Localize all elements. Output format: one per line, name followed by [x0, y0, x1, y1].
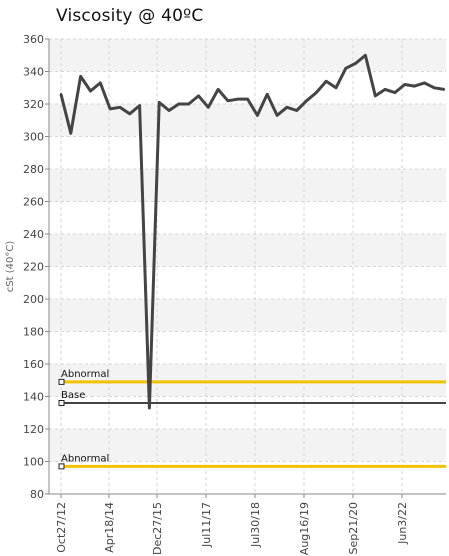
x-tick-label: Jul11/17	[200, 502, 213, 548]
tick-labels: 80 100 120 140 160 180 200 220 240 260 280 300 320 34…	[5, 33, 409, 555]
data-point	[118, 106, 122, 109]
axes	[45, 38, 446, 498]
series-line	[59, 53, 445, 410]
y-tick-label: 180	[23, 326, 44, 339]
y-tick-label: 200	[23, 293, 44, 306]
reference-marker	[58, 378, 65, 385]
x-tick-label: Sep21/20	[347, 502, 360, 554]
data-point	[354, 62, 357, 65]
plot-band	[49, 39, 446, 72]
data-point	[138, 104, 141, 107]
data-point	[108, 107, 112, 111]
data-point	[315, 91, 318, 94]
x-tick-label: Dec27/15	[151, 502, 164, 555]
x-tick-label: Oct27/12	[55, 502, 68, 553]
data-point	[295, 109, 298, 112]
data-point	[324, 80, 328, 83]
data-point	[187, 102, 190, 106]
chart-title: Viscosity @ 40ºC	[56, 6, 204, 26]
reference-lines: Abnormal Base Abnormal	[58, 369, 446, 470]
data-point	[266, 93, 269, 96]
data-point	[374, 94, 377, 98]
y-tick-label: 300	[23, 131, 44, 144]
data-point	[167, 109, 171, 112]
data-point	[403, 83, 406, 86]
data-point	[197, 94, 200, 98]
data-point	[177, 102, 181, 106]
x-tick-label: Jul30/18	[249, 502, 262, 548]
y-tick-label: 280	[23, 163, 44, 176]
data-point	[344, 67, 347, 70]
data-point	[256, 114, 259, 117]
y-tick-label: 340	[23, 66, 44, 79]
data-point	[59, 93, 63, 96]
data-point	[393, 91, 397, 94]
data-point	[69, 132, 73, 135]
reference-label: Base	[61, 390, 85, 401]
data-point	[442, 88, 446, 91]
x-tick-label: Jun3/22	[396, 502, 409, 545]
y-tick-label: 320	[23, 98, 44, 111]
plot-band	[49, 169, 446, 202]
data-point	[89, 89, 92, 93]
data-point	[148, 406, 151, 410]
reference-marker	[58, 463, 65, 470]
y-tick-label: 260	[23, 196, 44, 209]
data-point	[423, 81, 426, 85]
plot-band	[49, 429, 446, 462]
y-tick-label: 120	[23, 423, 44, 436]
data-point	[413, 84, 416, 88]
reference-label: Abnormal	[61, 369, 109, 380]
reference-marker	[58, 400, 65, 406]
data-point	[158, 101, 161, 104]
data-point	[128, 112, 131, 115]
data-point	[79, 75, 82, 78]
y-tick-label: 220	[23, 261, 44, 274]
data-point	[226, 99, 230, 102]
y-tick-label: 100	[23, 456, 44, 469]
data-point	[383, 88, 387, 91]
data-point	[246, 97, 249, 101]
y-tick-label: 160	[23, 358, 44, 371]
series-group	[59, 53, 446, 410]
data-point	[216, 88, 220, 91]
data-point	[207, 106, 210, 109]
data-point	[275, 114, 279, 117]
reference-label: Abnormal	[61, 453, 109, 464]
data-point	[334, 86, 338, 89]
y-tick-label: 140	[23, 391, 44, 404]
data-point	[285, 106, 289, 109]
y-tick-label: 240	[23, 228, 44, 241]
plot-band	[49, 364, 446, 397]
x-tick-label: Aug16/19	[298, 502, 311, 555]
y-axis-label: cSt (40°C)	[5, 241, 16, 293]
data-point	[432, 86, 436, 89]
x-tick-label: Apr18/14	[103, 502, 116, 553]
plot-band	[49, 234, 446, 267]
data-point	[364, 54, 367, 57]
data-point	[236, 97, 239, 101]
plot-band	[49, 299, 446, 332]
y-tick-label: 360	[23, 33, 44, 46]
y-tick-label: 80	[30, 488, 44, 501]
data-point	[99, 81, 102, 85]
data-point	[305, 99, 308, 102]
